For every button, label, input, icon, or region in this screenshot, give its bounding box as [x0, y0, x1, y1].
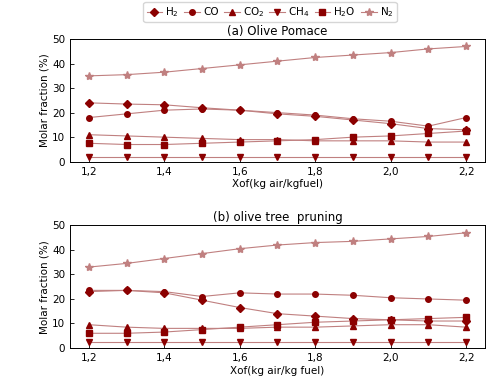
Title: (b) olive tree  pruning: (b) olive tree pruning: [212, 211, 342, 224]
X-axis label: Xof(kg air/kgfuel): Xof(kg air/kgfuel): [232, 179, 323, 189]
Legend: H$_2$, CO, CO$_2$, CH$_4$, H$_2$O, N$_2$: H$_2$, CO, CO$_2$, CH$_4$, H$_2$O, N$_2$: [144, 2, 396, 22]
Title: (a) Olive Pomace: (a) Olive Pomace: [228, 25, 328, 38]
X-axis label: Xof(kg air/kg fuel): Xof(kg air/kg fuel): [230, 366, 324, 376]
Y-axis label: Molar fraction (%): Molar fraction (%): [39, 54, 49, 147]
Y-axis label: Molar fraction (%): Molar fraction (%): [39, 240, 49, 334]
